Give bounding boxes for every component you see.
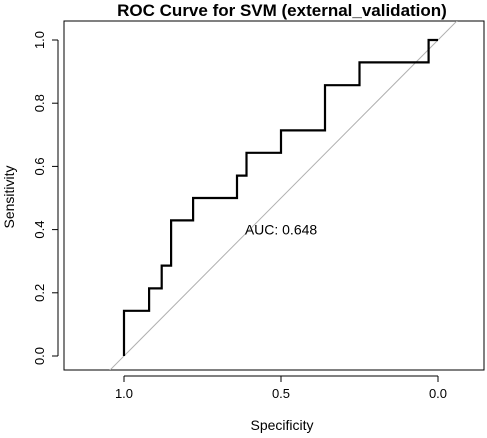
x-tick-label: 1.0 [115,386,133,401]
y-tick-label: 0.8 [32,94,47,112]
chart-title: ROC Curve for SVM (external_validation) [117,1,447,20]
y-tick-label: 0.2 [32,284,47,302]
roc-curve-line [122,38,438,356]
y-tick-label: 0.0 [32,347,47,365]
x-axis: 1.0 0.5 0.0 [115,375,447,401]
plot-frame [63,20,485,371]
y-tick-label: 0.4 [32,221,47,239]
auc-annotation: AUC: 0.648 [245,222,318,238]
y-tick-label: 1.0 [32,31,47,49]
y-axis-label: Sensitivity [1,165,17,228]
x-axis-label: Specificity [250,417,313,433]
roc-series [122,38,438,356]
annotations: AUC: 0.648 [245,222,318,238]
x-tick-label: 0.5 [272,386,290,401]
x-tick-label: 0.0 [429,386,447,401]
y-axis: 0.0 0.2 0.4 0.6 0.8 1.0 [32,31,59,365]
y-tick-label: 0.6 [32,157,47,175]
